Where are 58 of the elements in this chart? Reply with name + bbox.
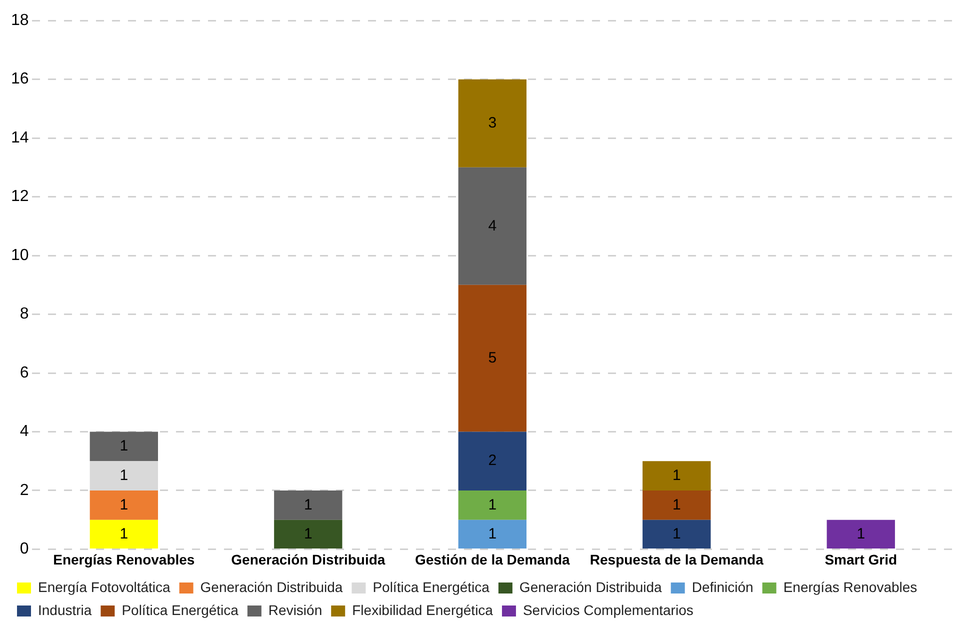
bar (458, 432, 526, 490)
bar (458, 284, 526, 432)
bar (458, 520, 526, 548)
data-label: 1 (488, 496, 497, 514)
legend-label: Generación Distribuida (200, 578, 343, 595)
data-label: 3 (488, 114, 497, 132)
legend-label: Flexibilidad Energética (352, 602, 494, 618)
legend-label: Servicios Complementarios (522, 602, 694, 618)
data-label: 1 (120, 438, 128, 455)
bar (826, 520, 895, 548)
data-label: 1 (304, 496, 312, 514)
data-label: 1 (304, 525, 312, 542)
data-label: 1 (120, 525, 128, 542)
bar (90, 461, 158, 490)
bar (458, 79, 526, 168)
data-label: 5 (488, 349, 497, 366)
data-label: 2 (488, 452, 497, 470)
legend-label: Industria (38, 602, 92, 618)
y-tick-label: 10 (11, 246, 29, 264)
bar (90, 432, 158, 462)
data-label: 1 (672, 466, 681, 484)
x-tick-label: Generación Distribuida (231, 551, 386, 568)
bar (90, 490, 158, 520)
legend-label: Definición (692, 578, 754, 595)
legend-label: Energía Fotovoltática (38, 578, 171, 595)
legend-label: Política Energética (122, 602, 239, 618)
bar (458, 167, 526, 285)
x-tick-label: Gestión de la Demanda (414, 551, 570, 568)
bar (642, 520, 711, 548)
data-label: 1 (856, 525, 866, 542)
y-tick-label: 4 (20, 423, 29, 440)
bar (458, 490, 526, 520)
bar (642, 490, 711, 520)
data-label: 1 (672, 525, 681, 542)
x-tick-label: Respuesta de la Demanda (590, 551, 764, 568)
y-tick-label: 8 (20, 306, 29, 323)
legend-label: Energías Renovables (783, 578, 918, 595)
y-tick-label: 16 (11, 70, 29, 88)
x-tick-label: Energías Renovables (53, 551, 195, 568)
y-tick-label: 18 (11, 12, 29, 30)
data-label: 1 (120, 466, 128, 484)
legend-label: Política Energética (372, 578, 490, 595)
x-tick-label: Smart Grid (824, 551, 898, 568)
data-label: 4 (488, 217, 497, 234)
legend-label: Revisión (268, 602, 322, 618)
bar (274, 520, 342, 548)
bar (274, 490, 342, 520)
y-tick-label: 0 (20, 540, 29, 558)
data-label: 1 (672, 496, 681, 514)
y-tick-label: 12 (11, 188, 29, 206)
y-tick-label: 14 (11, 129, 29, 146)
y-tick-label: 6 (20, 364, 29, 382)
bar (90, 520, 158, 548)
bar (642, 461, 711, 490)
legend-label: Generación Distribuida (519, 578, 662, 595)
data-label: 1 (120, 496, 128, 514)
y-tick-label: 2 (20, 482, 29, 499)
data-label: 1 (488, 525, 497, 542)
